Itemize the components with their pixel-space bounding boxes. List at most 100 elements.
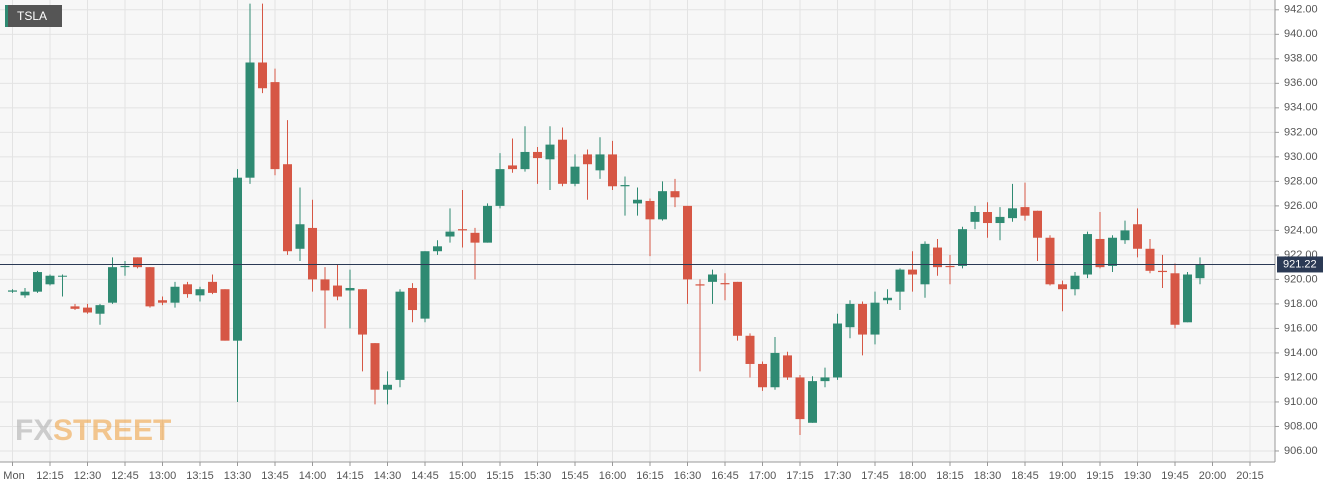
candle-body [183,284,192,295]
candle-body [545,144,555,160]
candle-body [1145,248,1155,271]
candle-body [470,232,480,243]
candle-body [958,229,967,266]
x-tick-label: 13:00 [149,470,177,482]
candle-body [1108,237,1117,266]
x-tick-label: 19:30 [1124,470,1152,482]
candle-body [933,247,942,268]
x-tick-label: 15:45 [561,470,589,482]
candle-body [445,231,455,237]
candle-body [670,191,680,198]
y-tick-label: 934.00 [1284,102,1318,114]
x-tick-label: 12:30 [74,470,102,482]
candle-body [758,363,767,388]
x-tick-label: 14:30 [374,470,402,482]
x-tick-label: 18:45 [1011,470,1039,482]
candle-body [983,212,992,224]
x-tick-label: 16:30 [674,470,702,482]
x-tick-label: 12:15 [36,470,64,482]
x-tick-label: 13:45 [261,470,289,482]
candle-body [1183,274,1192,323]
candle-body [95,305,105,314]
candle-body [1133,224,1142,249]
candle-body [20,291,30,296]
candle-body [33,272,42,292]
candle-body [170,286,180,303]
candle-body [820,377,830,382]
candle-body [320,279,330,291]
y-tick-label: 928.00 [1284,175,1318,187]
candle-body [733,281,742,336]
candle-body [508,165,517,170]
candle-body [495,169,505,206]
x-tick-label: 20:00 [1199,470,1227,482]
candle-body [458,229,467,231]
last-price-label: 921.22 [1283,258,1317,270]
candle-body [1170,273,1180,325]
candle-body [295,224,305,249]
candle-body [695,284,705,286]
candle-body [1008,208,1017,219]
x-tick-label: 16:45 [711,470,739,482]
y-tick-label: 936.00 [1284,77,1318,89]
candle-body [408,287,417,311]
candle-body [808,381,817,423]
x-tick-label: 18:15 [936,470,964,482]
candle-body [83,307,92,313]
symbol-accent [5,5,8,27]
x-tick-label: Mon [3,470,24,482]
x-tick-label: 17:45 [861,470,889,482]
x-tick-label: 12:45 [111,470,139,482]
x-tick-label: 13:30 [224,470,252,482]
candle-body [308,227,317,280]
candle-body [645,200,655,220]
x-tick-label: 19:00 [1049,470,1077,482]
x-tick-label: 17:00 [749,470,777,482]
last-price-box [1277,256,1323,273]
candle-body [720,283,730,285]
candle-body [870,302,880,335]
candle-body [770,352,780,388]
candle-body [520,151,530,170]
candle-body [283,164,292,252]
y-tick-label: 910.00 [1284,396,1318,408]
candle-body [133,257,142,268]
candle-body [558,139,567,184]
candle-body [570,166,580,184]
y-tick-label: 914.00 [1284,347,1318,359]
x-tick-label: 16:15 [636,470,664,482]
candle-body [1195,264,1205,279]
x-tick-label: 18:00 [899,470,927,482]
y-tick-label: 920.00 [1284,273,1318,285]
candle-body [533,151,542,159]
candle-body [908,269,917,275]
x-tick-label: 18:30 [974,470,1002,482]
candle-body [1095,238,1105,268]
candle-body [120,265,130,268]
candle-body [858,303,867,335]
candle-body [8,290,17,292]
candle-body [945,265,955,268]
candle-body [1020,207,1030,216]
y-tick-label: 926.00 [1284,200,1318,212]
x-tick-label: 15:30 [524,470,552,482]
x-tick-label: 13:15 [186,470,214,482]
x-tick-label: 19:45 [1161,470,1189,482]
y-tick-label: 908.00 [1284,420,1318,432]
y-tick-label: 938.00 [1284,53,1318,65]
candle-body [383,384,392,390]
candle-body [1033,210,1042,238]
candle-body [420,251,430,319]
candle-body [1070,275,1080,290]
candle-body [358,289,367,335]
candle-body [220,289,230,341]
candle-body [270,82,280,170]
watermark: FX [15,414,53,447]
candle-body [45,275,55,285]
y-tick-label: 916.00 [1284,322,1318,334]
candle-body [395,291,405,380]
y-tick-label: 932.00 [1284,126,1318,138]
y-tick-label: 942.00 [1284,4,1318,16]
candle-body [633,199,642,204]
